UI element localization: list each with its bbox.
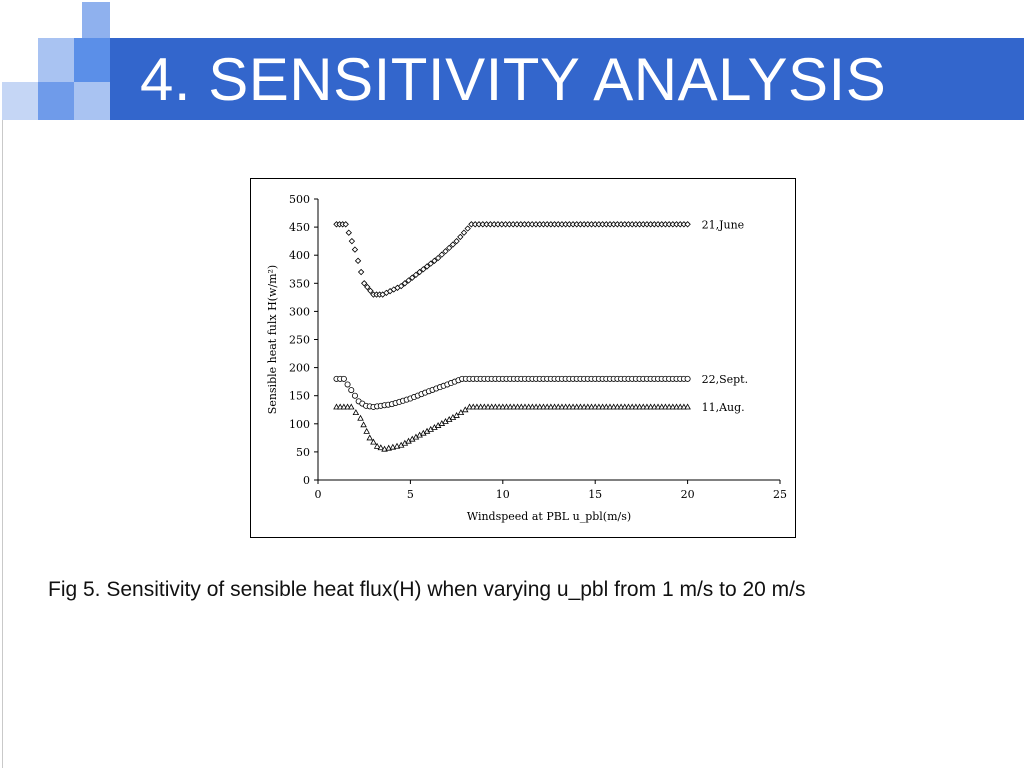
corner-square-3 [74, 38, 110, 82]
data-point-triangle [347, 403, 355, 410]
x-tick-label: 25 [773, 488, 787, 501]
slide-title: 4. SENSITIVITY ANALYSIS [140, 46, 887, 113]
data-point-diamond [464, 225, 471, 232]
data-point-diamond [367, 287, 374, 294]
data-point-diamond [449, 241, 457, 248]
data-point-diamond [405, 277, 412, 284]
data-point-diamond [684, 221, 691, 228]
x-tick-label: 10 [496, 488, 510, 501]
corner-square-4 [2, 82, 38, 120]
data-point-triangle [457, 409, 465, 416]
y-tick-label: 500 [289, 193, 310, 206]
data-point-diamond [438, 251, 445, 258]
data-point-diamond [351, 246, 359, 253]
data-point-circle [684, 375, 691, 382]
y-tick-label: 350 [289, 277, 310, 290]
data-point-circle [340, 375, 347, 382]
corner-square-5 [38, 82, 74, 120]
data-point-diamond [361, 280, 368, 287]
data-point-diamond [357, 268, 365, 276]
y-tick-label: 0 [303, 474, 310, 487]
data-point-triangle [684, 403, 691, 410]
sensitivity-chart: 0 50 100 150 200 250 300 350 400 450 500 0 5 10 15 20 25… [266, 193, 787, 523]
data-point-circle [348, 387, 355, 394]
data-point-triangle [453, 411, 460, 418]
data-point-diamond [364, 283, 371, 291]
x-tick-label: 15 [588, 488, 602, 501]
data-point-triangle [366, 434, 374, 441]
data-point-diamond [420, 266, 427, 273]
y-tick-label: 100 [289, 418, 310, 431]
y-tick-label: 300 [289, 305, 310, 318]
series-label: 21,June [702, 218, 745, 231]
data-point-triangle [373, 442, 381, 449]
corner-square-2 [38, 38, 74, 82]
data-point-diamond [401, 280, 409, 287]
y-tick-label: 200 [289, 362, 310, 375]
data-point-diamond [348, 237, 356, 245]
x-tick-label: 5 [407, 488, 414, 501]
corner-square-6 [74, 82, 110, 120]
y-tick-label: 450 [289, 221, 310, 234]
x-axis-label: Windspeed at PBL u_pbl(m/s) [467, 510, 631, 523]
y-tick-label: 250 [289, 334, 310, 347]
y-tick-label: 50 [296, 446, 310, 459]
data-point-diamond [446, 244, 453, 252]
data-point-diamond [453, 237, 460, 245]
data-point-triangle [360, 421, 367, 428]
corner-square-1 [82, 2, 110, 40]
left-rule [2, 120, 3, 768]
data-point-diamond [409, 274, 416, 281]
series-label: 11,Aug. [702, 401, 745, 414]
data-point-diamond [397, 282, 405, 290]
data-point-triangle [357, 414, 364, 421]
data-point-diamond [460, 229, 468, 236]
chart-frame [250, 178, 796, 538]
data-point-diamond [416, 268, 423, 276]
data-point-triangle [377, 444, 385, 451]
data-point-diamond [427, 260, 434, 267]
data-point-diamond [442, 248, 449, 255]
data-point-triangle [363, 427, 370, 434]
y-tick-label: 150 [289, 390, 310, 403]
data-point-diamond [423, 263, 431, 270]
data-point-diamond [431, 257, 438, 264]
data-point-diamond [354, 257, 362, 264]
data-point-triangle [461, 406, 469, 413]
data-point-diamond [457, 233, 464, 241]
data-point-diamond [412, 271, 420, 279]
title-bar [110, 38, 1024, 120]
series-label: 22,Sept. [702, 373, 749, 386]
data-point-circle [351, 392, 358, 399]
data-point-diamond [434, 254, 442, 262]
data-point-circle [344, 381, 351, 388]
data-point-triangle [370, 438, 377, 445]
y-tick-label: 400 [289, 249, 310, 262]
figure-caption: Fig 5. Sensitivity of sensible heat flux… [48, 578, 806, 601]
y-axis-label: Sensible heat fulx H(w/m²) [266, 265, 279, 414]
data-point-triangle [352, 409, 360, 416]
x-tick-label: 0 [315, 488, 322, 501]
data-point-diamond [345, 229, 352, 236]
data-point-diamond [342, 221, 349, 228]
x-tick-label: 20 [681, 488, 695, 501]
